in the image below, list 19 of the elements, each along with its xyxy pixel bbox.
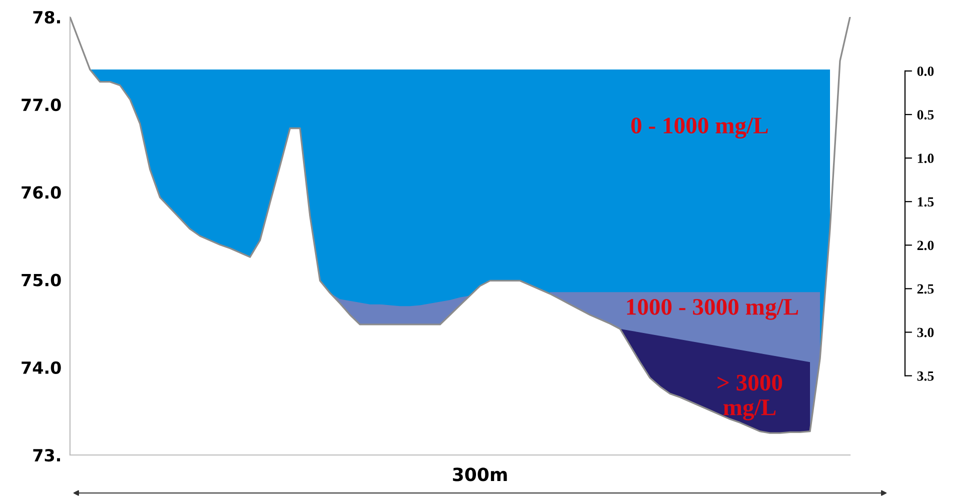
y-tick-label: 73. <box>33 448 60 462</box>
series-label: 1000 - 3000 mg/L <box>627 298 798 320</box>
y2-tick-label: 1.5 <box>918 197 934 207</box>
series-label: 0 - 1000 mg/L <box>631 118 768 139</box>
series-label: > 3000 mg/L <box>718 374 782 420</box>
y2-tick-label: 0.0 <box>917 66 934 76</box>
y-tick-label: 78. <box>33 10 60 24</box>
y2-tick-label: 0.5 <box>917 110 934 120</box>
line-series <box>70 17 851 434</box>
text: 300m <box>452 468 507 482</box>
y-tick-label: 75.0 <box>22 274 61 286</box>
y2-tick-label: 3.0 <box>917 328 934 338</box>
y-tick-label: 77.0 <box>22 98 61 112</box>
y2-tick-label: 1.0 <box>918 154 934 164</box>
y-tick-label: 74.0 <box>22 361 61 374</box>
y2-tick-label: 3.5 <box>917 371 934 381</box>
y2-tick-label: 2.5 <box>917 284 934 294</box>
y2-tick-label: 2.0 <box>917 240 934 250</box>
y-tick-label: 76.0 <box>22 186 61 199</box>
